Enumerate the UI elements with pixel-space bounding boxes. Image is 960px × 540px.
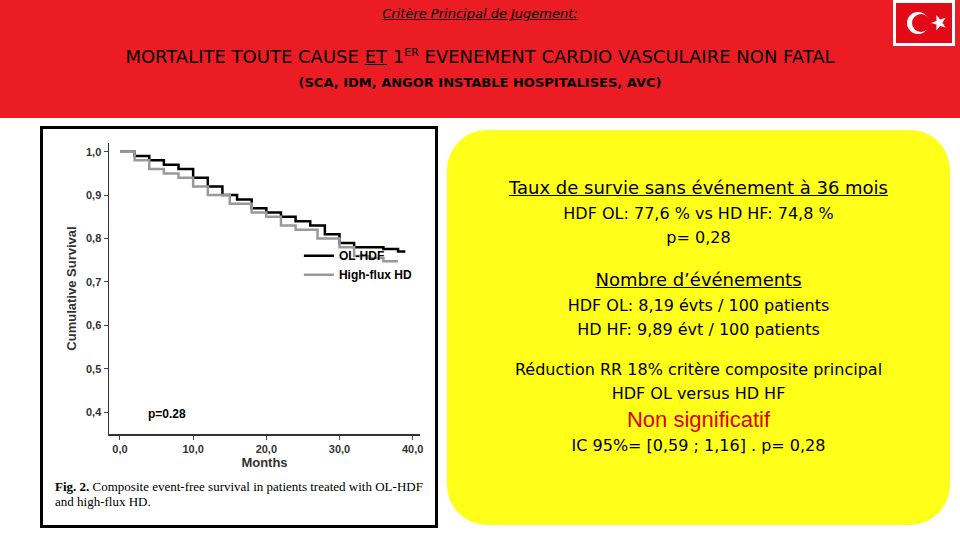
html-text:Taux de survie sans événement: Taux de survie sans événement à 36 mois [509,177,888,198]
html-text:Critère Principal de Jugement:: Critère Principal de Jugement: [382,6,578,21]
svg-text:0,8: 0,8 [86,232,101,244]
svg-text:10,0: 10,0 [182,443,203,455]
html-text:p= 0,28: p= 0,28 [666,228,731,247]
html-text:Non significatif: Non significatif [627,407,770,432]
svg-text:20,0: 20,0 [256,443,277,455]
svg-text:High-flux HD: High-flux HD [339,268,412,282]
html-text:Nombre d’événements: Nombre d’événements [595,269,802,290]
svg-text:0,9: 0,9 [86,189,101,201]
html-text:IC 95%= [0,59 ; 1,16] . p= 0,2: IC 95%= [0,59 ; 1,16] . p= 0,28 [571,436,826,455]
svg-text:30,0: 30,0 [329,443,350,455]
html-text:HDF OL: 77,6 % vs HD HF: 74,8: HDF OL: 77,6 % vs HD HF: 74,8 % [563,204,834,223]
svg-text:Cumulative Survival: Cumulative Survival [64,226,79,350]
svg-text:0,5: 0,5 [86,363,101,375]
svg-text:0,4: 0,4 [86,406,102,418]
html-text:Fig. 2. Composite event-free s: Fig. 2. Composite event-free survival in… [55,479,423,509]
html-text:Réduction RR 18% critère compo: Réduction RR 18% critère composite princ… [514,360,883,379]
svg-text:0,0: 0,0 [112,443,127,455]
html-text:HDF OL: 8,19 évts / 100 patien: HDF OL: 8,19 évts / 100 patients [567,296,830,315]
html-text:(SCA, IDM, ANGOR INSTABLE HOSP: (SCA, IDM, ANGOR INSTABLE HOSPITALISES, … [298,75,662,90]
svg-text:p=0.28: p=0.28 [148,407,186,421]
html-text:HD HF: 9,89 évt / 100 patients: HD HF: 9,89 évt / 100 patients [577,320,820,339]
svg-text:1,0: 1,0 [86,146,101,158]
svg-text:40,0: 40,0 [402,443,423,455]
html-text:HDF OL versus HD HF: HDF OL versus HD HF [611,384,786,403]
html-text:MORTALITE TOUTE CAUSE ET 1EREV: MORTALITE TOUTE CAUSE ET 1EREVENEMENT CA… [125,46,835,67]
svg-text:0,6: 0,6 [86,319,101,331]
svg-text:OL-HDF: OL-HDF [339,249,384,263]
svg-text:0,7: 0,7 [86,276,101,288]
svg-text:Months: Months [241,455,287,470]
